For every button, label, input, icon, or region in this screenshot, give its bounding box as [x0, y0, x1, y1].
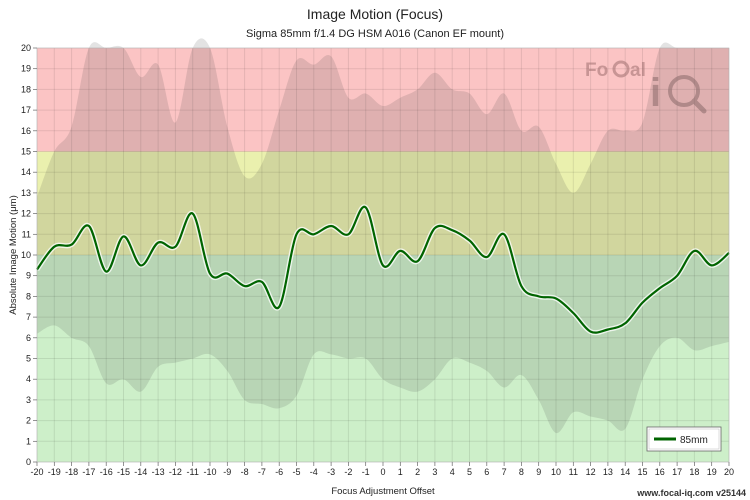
y-tick-label: 10: [21, 250, 31, 260]
x-tick-label: 8: [519, 467, 524, 477]
legend: 85mm: [646, 426, 722, 452]
svg-text:i: i: [650, 71, 661, 115]
y-tick-label: 0: [26, 457, 31, 467]
x-tick-label: 14: [620, 467, 630, 477]
y-tick-label: 6: [26, 333, 31, 343]
x-tick-label: -16: [100, 467, 113, 477]
x-tick-label: 5: [467, 467, 472, 477]
y-tick-label: 4: [26, 374, 31, 384]
svg-text:al: al: [630, 60, 646, 81]
x-tick-label: 16: [655, 467, 665, 477]
chart-subtitle: Sigma 85mm f/1.4 DG HSM A016 (Canon EF m…: [246, 28, 504, 40]
x-tick-label: 13: [603, 467, 613, 477]
x-tick-label: -6: [275, 467, 283, 477]
x-tick-label: 20: [724, 467, 734, 477]
x-tick-label: -2: [344, 467, 352, 477]
x-tick-label: 9: [536, 467, 541, 477]
x-tick-label: 15: [637, 467, 647, 477]
series-lines: [34, 204, 731, 336]
zone-1: [37, 151, 729, 255]
y-tick-label: 17: [21, 105, 31, 115]
footer-text: www.focal-iq.com v25144: [636, 488, 746, 498]
x-tick-label: -19: [48, 467, 61, 477]
x-tick-label: -3: [327, 467, 335, 477]
x-tick-label: -10: [203, 467, 216, 477]
chart-title: Image Motion (Focus): [307, 6, 443, 22]
x-tick-label: -5: [292, 467, 300, 477]
svg-text:Fo: Fo: [585, 60, 608, 81]
y-tick-label: 8: [26, 291, 31, 301]
x-tick-label: 19: [707, 467, 717, 477]
series-line-85mm: [36, 205, 730, 334]
x-tick-label: -9: [223, 467, 231, 477]
x-axis-label: Focus Adjustment Offset: [331, 486, 435, 497]
x-tick-label: 11: [569, 467, 578, 477]
y-tick-label: 9: [26, 271, 31, 281]
x-tick-label: 2: [415, 467, 420, 477]
y-tick-label: 15: [21, 147, 31, 157]
y-axis-label: Absolute Image Motion (μm): [8, 195, 19, 315]
x-tick-label: -18: [65, 467, 78, 477]
y-tick-label: 18: [21, 84, 31, 94]
x-tick-label: -11: [187, 467, 199, 477]
variance-band-area: [37, 38, 729, 434]
x-tick-label: 7: [502, 467, 507, 477]
y-tick-label: 3: [26, 395, 31, 405]
y-tick-label: 19: [21, 64, 31, 74]
x-tick-label: -14: [134, 467, 147, 477]
x-tick-label: 12: [586, 467, 596, 477]
quality-zones: [37, 48, 729, 462]
x-tick-label: 4: [450, 467, 455, 477]
y-tick-label: 13: [21, 188, 31, 198]
x-tick-label: -17: [82, 467, 95, 477]
x-tick-label: 17: [672, 467, 682, 477]
zone-0: [37, 255, 729, 462]
x-tick-label: -1: [362, 467, 370, 477]
x-tick-label: 10: [551, 467, 561, 477]
x-tick-label: -13: [152, 467, 165, 477]
legend-entry: 85mm: [680, 435, 708, 446]
y-tick-label: 11: [22, 229, 31, 239]
y-tick-label: 20: [21, 43, 31, 53]
y-tick-label: 2: [26, 416, 31, 426]
x-axis-ticks: -20 -19 -18 -17 -16 -15 -14 -13 -12 -11 -10 -9 -8 -7-…: [30, 462, 734, 477]
focal-iq-logo: Fo al i: [585, 60, 707, 115]
variance-band: [37, 38, 729, 434]
x-tick-label: 6: [484, 467, 489, 477]
x-tick-label: 0: [380, 467, 385, 477]
grid-lines: [36, 47, 730, 463]
x-tick-label: 1: [398, 467, 403, 477]
y-tick-label: 14: [21, 167, 31, 177]
x-tick-label: -20: [30, 467, 43, 477]
x-tick-label: 18: [689, 467, 699, 477]
y-tick-label: 16: [21, 126, 31, 136]
y-tick-label: 5: [26, 354, 31, 364]
x-tick-label: -15: [117, 467, 130, 477]
x-tick-label: 3: [432, 467, 437, 477]
x-tick-label: -4: [310, 467, 318, 477]
y-tick-label: 7: [26, 312, 31, 322]
x-tick-label: -7: [258, 467, 266, 477]
y-tick-label: 1: [26, 436, 31, 446]
y-tick-label: 12: [21, 209, 31, 219]
x-tick-label: -12: [169, 467, 182, 477]
x-tick-label: -8: [241, 467, 249, 477]
